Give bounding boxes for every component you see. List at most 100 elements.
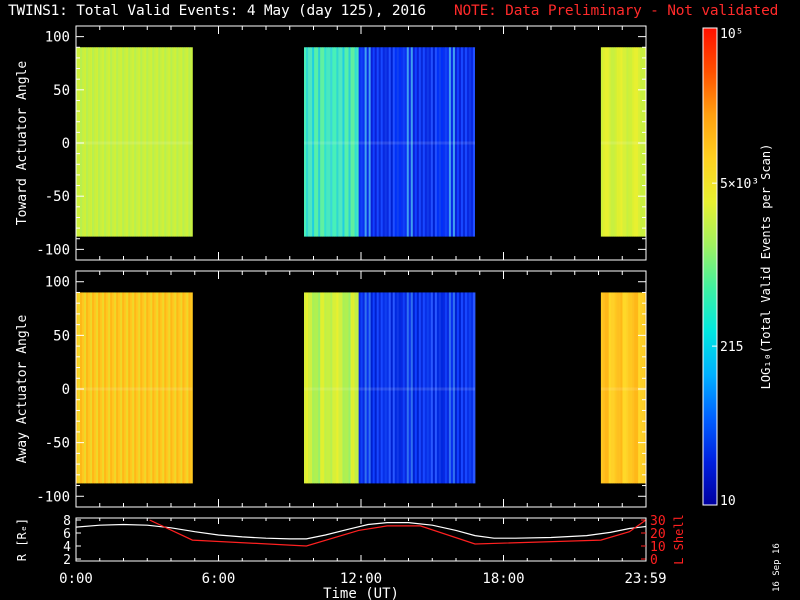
heatmap-cell	[82, 47, 85, 237]
heatmap-cell	[428, 47, 432, 237]
y-axis-label: R [Rₑ]	[15, 518, 29, 561]
heatmap-cell	[118, 47, 121, 237]
heatmap-cell	[460, 47, 464, 237]
y-tick-label: 2	[63, 553, 71, 568]
colorbar-tick-label: 10	[720, 494, 736, 509]
heatmap-cell	[146, 292, 149, 484]
heatmap-cell	[122, 292, 125, 484]
heatmap-cell	[618, 292, 621, 484]
heatmap-cell	[144, 292, 147, 484]
heatmap-cell	[390, 47, 394, 237]
heatmap-cell	[106, 292, 109, 484]
heatmap-cell	[414, 47, 418, 237]
heatmap-cell	[82, 292, 85, 484]
heatmap-cell	[76, 47, 79, 237]
heatmap-cell	[456, 47, 460, 237]
heatmap-cell	[340, 292, 343, 484]
heatmap-cell	[326, 47, 329, 237]
heatmap-cell	[312, 292, 315, 484]
heatmap-cell	[112, 292, 115, 484]
heatmap-cell	[616, 292, 619, 484]
heatmap-cell	[420, 47, 424, 237]
heatmap-cell	[432, 292, 436, 484]
heatmap-cell	[380, 292, 384, 484]
heatmap-cell	[126, 47, 129, 237]
heatmap-cell	[344, 47, 347, 237]
heatmap-cell	[468, 292, 472, 484]
heatmap-cell	[86, 292, 89, 484]
heatmap-cell	[602, 47, 606, 237]
heatmap-cell	[102, 292, 105, 484]
x-tick-label: 0:00	[59, 571, 93, 587]
bottom-heatmap-panel: 100 50 0 -50 -100 Away Actuator Angle	[15, 270, 647, 508]
heatmap-cell	[114, 292, 117, 484]
heatmap-cell	[316, 292, 319, 484]
heatmap-cell	[628, 47, 631, 237]
heatmap-cell	[470, 292, 474, 484]
heatmap-cell	[634, 292, 637, 484]
heatmap-cell	[116, 47, 119, 237]
heatmap-cell	[452, 47, 456, 237]
heatmap-cell	[88, 292, 91, 484]
heatmap-cell	[330, 47, 333, 237]
heatmap-cell	[360, 292, 364, 484]
heatmap-cell	[346, 47, 349, 237]
heatmap-cell	[76, 292, 79, 484]
heatmap-cell	[632, 47, 635, 237]
heatmap-cell	[78, 292, 81, 484]
heatmap-cell	[190, 47, 193, 237]
heatmap-cell	[344, 292, 347, 484]
heatmap-cell	[398, 47, 402, 237]
heatmap-cell	[402, 292, 406, 484]
heatmap-cell	[88, 47, 91, 237]
heatmap-cell	[126, 292, 129, 484]
heatmap-cell	[384, 47, 388, 237]
heatmap-cell	[326, 292, 329, 484]
heatmap-cell	[342, 292, 345, 484]
y-axis-label: Away Actuator Angle	[15, 314, 30, 463]
heatmap-cell	[368, 292, 372, 484]
heatmap-cell	[122, 47, 125, 237]
heatmap-cell	[80, 47, 83, 237]
heatmap-cell	[100, 292, 103, 484]
heatmap-cell	[416, 292, 420, 484]
heatmap-cell	[78, 47, 81, 237]
zero-band	[304, 141, 359, 145]
heatmap-cell	[612, 292, 616, 484]
y-axis-label: Toward Actuator Angle	[15, 61, 30, 226]
heatmap-cell	[388, 292, 392, 484]
heatmap-cell	[634, 47, 637, 237]
heatmap-cell	[404, 292, 408, 484]
heatmap-cell	[134, 47, 137, 237]
heatmap-cell	[376, 47, 380, 237]
heatmap-cell	[312, 47, 315, 237]
heatmap-cell	[370, 292, 374, 484]
title-bar: TWINS1: Total Valid Events: 4 May (day 1…	[0, 3, 800, 25]
heatmap-cell	[606, 47, 610, 237]
heatmap-cell	[334, 292, 337, 484]
heatmap-cell	[96, 47, 99, 237]
heatmap-cell	[158, 292, 161, 484]
heatmap-cell	[475, 47, 477, 237]
heatmap-cell	[182, 292, 185, 484]
heatmap-cell	[606, 292, 610, 484]
heatmap-cell	[358, 47, 362, 237]
heatmap-cell	[472, 292, 476, 484]
heatmap-cell	[464, 292, 468, 484]
heatmap-cell	[386, 292, 390, 484]
heatmap-cell	[104, 47, 107, 237]
y-tick-label: 100	[45, 275, 70, 291]
heatmap-cell	[340, 47, 343, 237]
heatmap-cell	[440, 47, 444, 237]
heatmap-cell	[176, 292, 179, 484]
heatmap-cell	[98, 47, 101, 237]
heatmap-cell	[86, 47, 89, 237]
heatmap-cell	[166, 47, 169, 237]
heatmap-cell	[416, 47, 420, 237]
heatmap-cell	[452, 292, 456, 484]
heatmap-cell	[352, 47, 355, 237]
heatmap-cell	[320, 47, 323, 237]
heatmap-cell	[356, 292, 360, 484]
heatmap-cell	[378, 292, 382, 484]
